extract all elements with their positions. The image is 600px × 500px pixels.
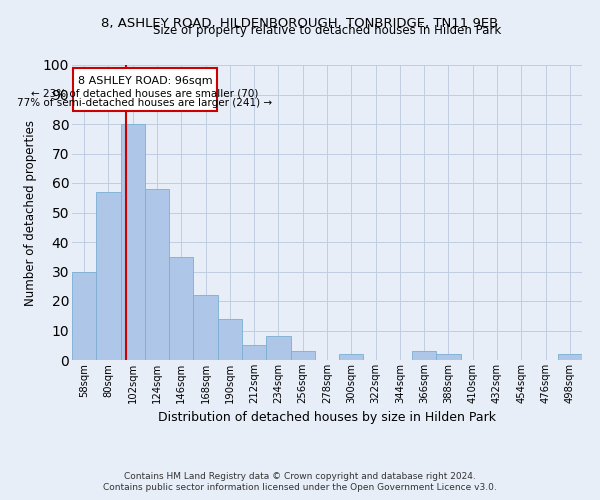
Title: Size of property relative to detached houses in Hilden Park: Size of property relative to detached ho…	[153, 24, 501, 38]
Bar	[339, 354, 364, 360]
Bar	[290, 351, 315, 360]
Text: Contains public sector information licensed under the Open Government Licence v3: Contains public sector information licen…	[103, 484, 497, 492]
Bar	[266, 336, 290, 360]
X-axis label: Distribution of detached houses by size in Hilden Park: Distribution of detached houses by size …	[158, 412, 496, 424]
Text: 8, ASHLEY ROAD, HILDENBOROUGH, TONBRIDGE, TN11 9EB: 8, ASHLEY ROAD, HILDENBOROUGH, TONBRIDGE…	[101, 18, 499, 30]
Bar	[558, 354, 582, 360]
Bar	[72, 272, 96, 360]
Text: 8 ASHLEY ROAD: 96sqm: 8 ASHLEY ROAD: 96sqm	[77, 76, 212, 86]
Bar	[436, 354, 461, 360]
Text: Contains HM Land Registry data © Crown copyright and database right 2024.: Contains HM Land Registry data © Crown c…	[124, 472, 476, 481]
Bar	[193, 295, 218, 360]
Text: ← 23% of detached houses are smaller (70): ← 23% of detached houses are smaller (70…	[31, 88, 259, 98]
Bar	[412, 351, 436, 360]
Text: 77% of semi-detached houses are larger (241) →: 77% of semi-detached houses are larger (…	[17, 98, 272, 108]
Bar	[169, 257, 193, 360]
Bar	[242, 345, 266, 360]
Y-axis label: Number of detached properties: Number of detached properties	[24, 120, 37, 306]
Bar	[218, 318, 242, 360]
Bar	[73, 68, 217, 110]
Bar	[121, 124, 145, 360]
Bar	[145, 189, 169, 360]
Bar	[96, 192, 121, 360]
